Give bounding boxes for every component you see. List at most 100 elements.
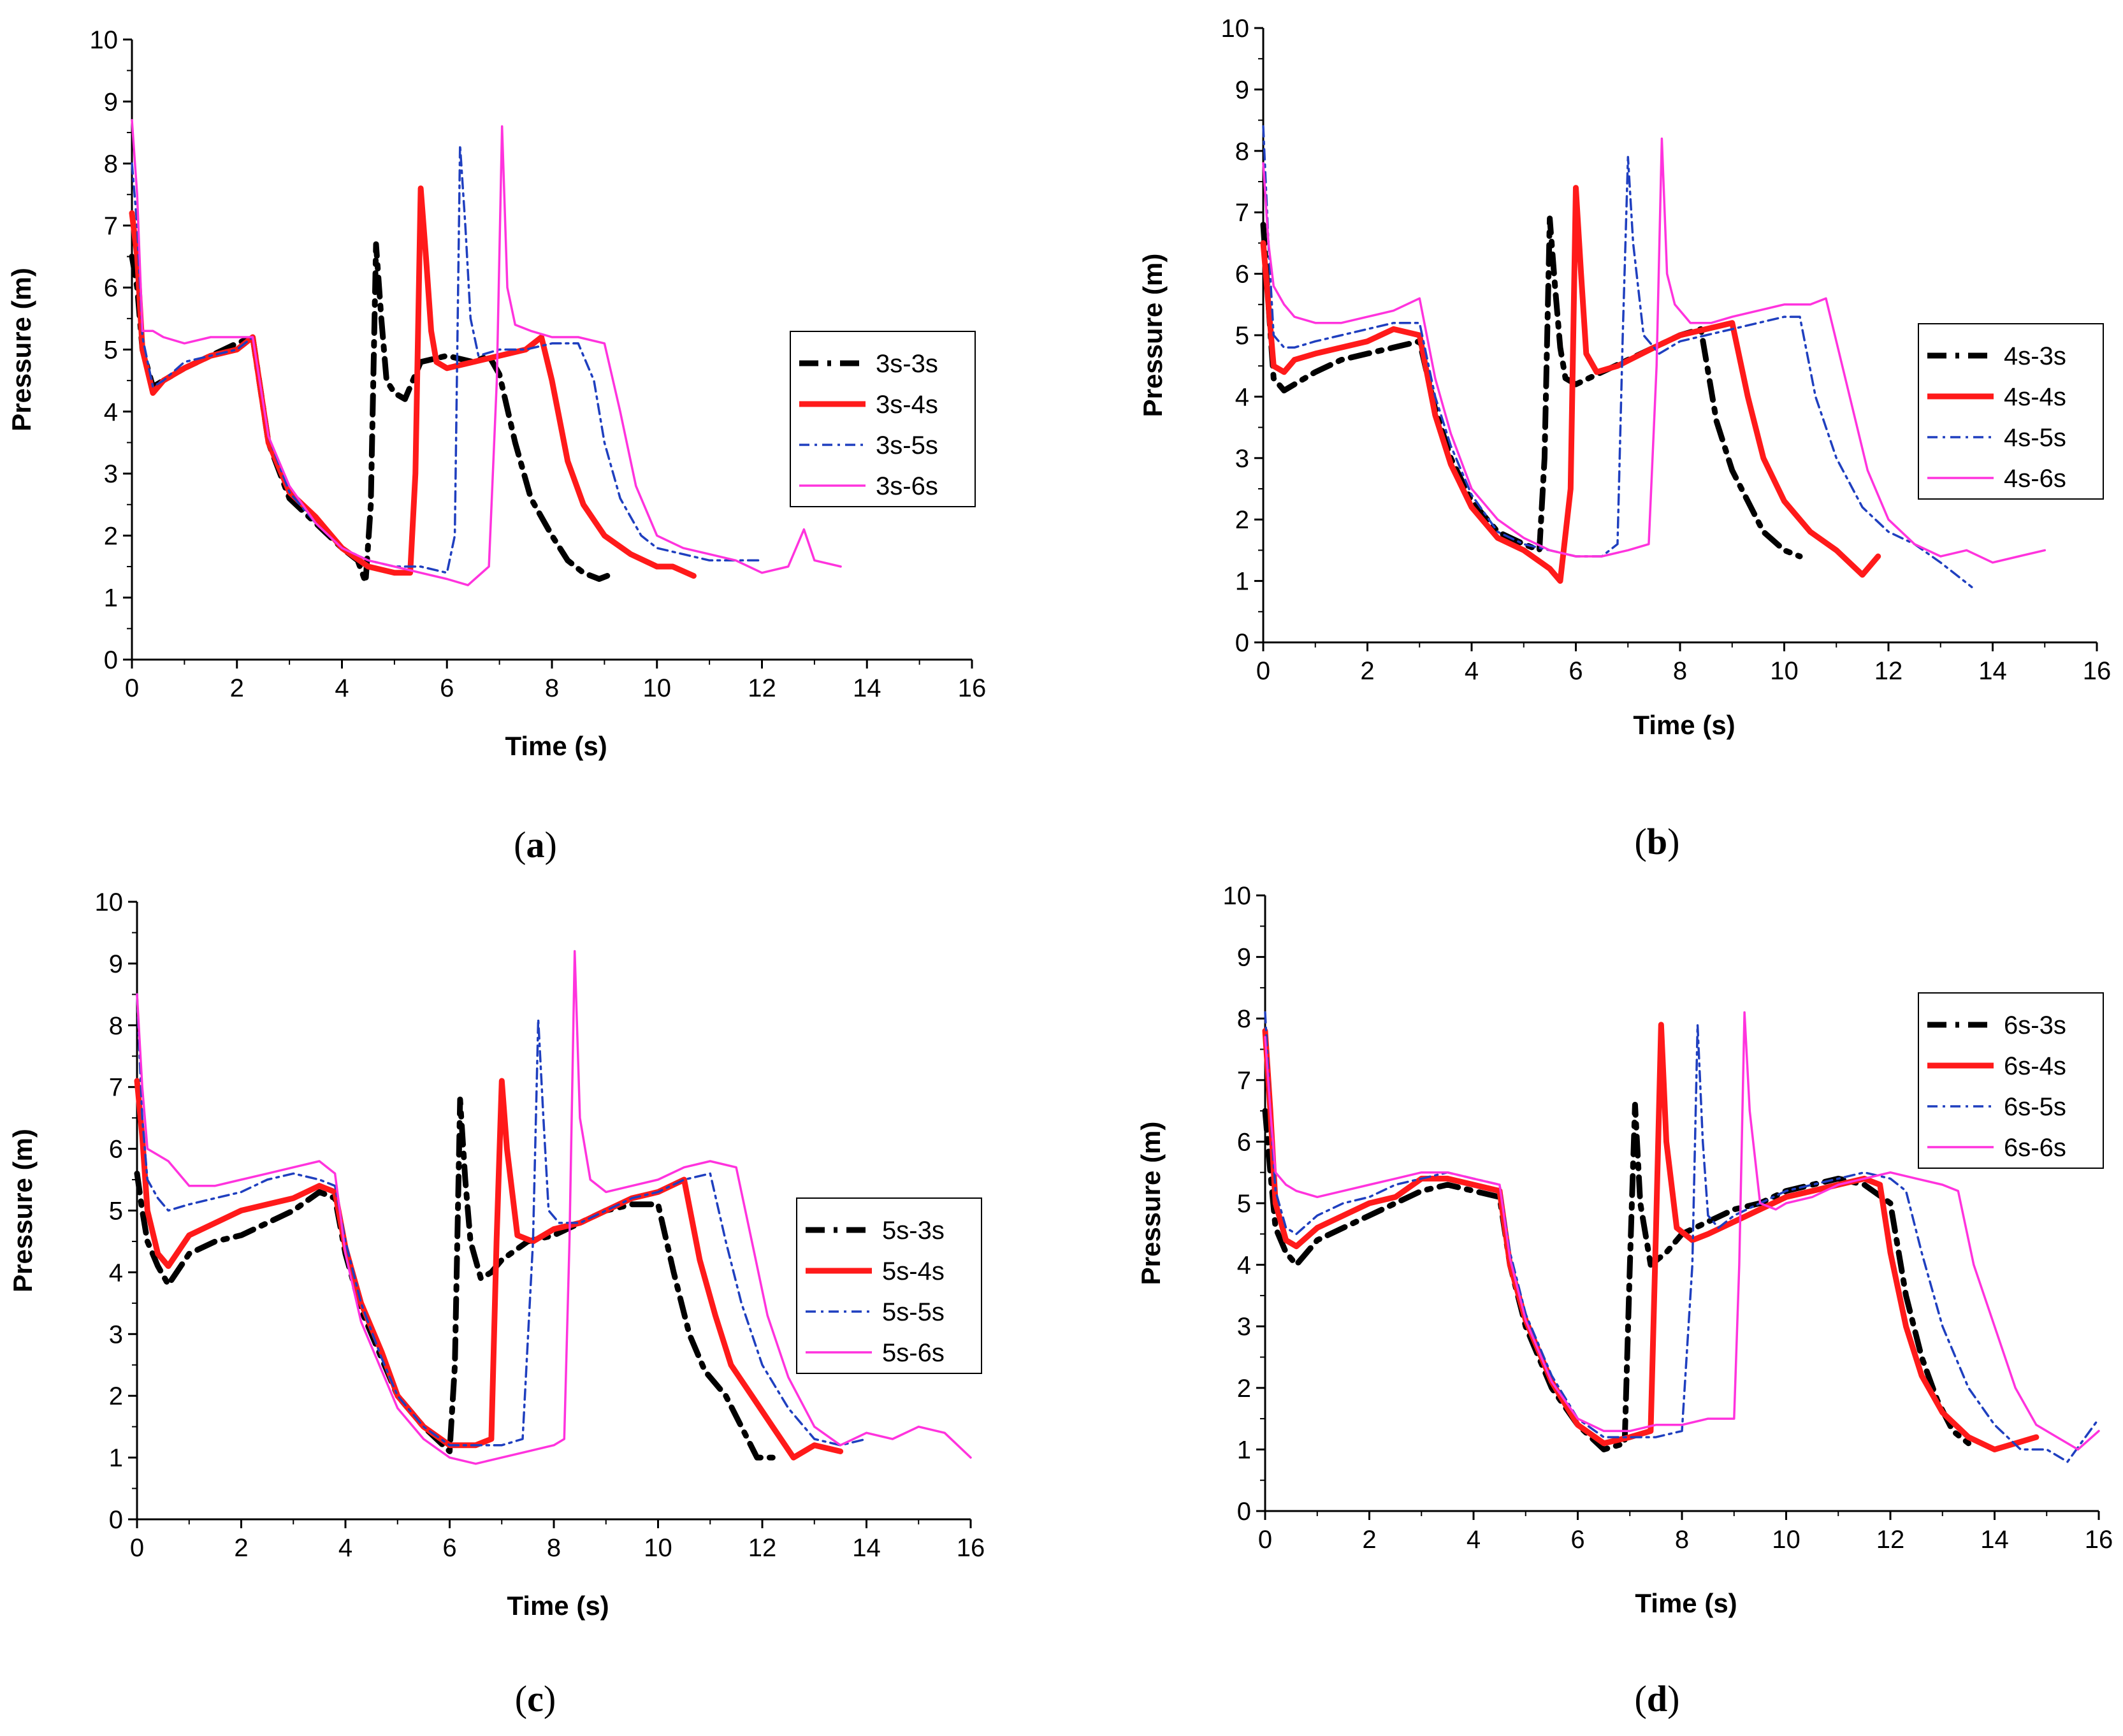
series-line-5s-3s — [134, 1096, 776, 1461]
legend-box — [796, 1197, 982, 1374]
legend: 4s-3s 4s-4s 4s-5s 4s-6s — [1918, 323, 2104, 500]
legend-label-4s-5s: 4s-5s — [2004, 424, 2066, 452]
legend-label-3s-5s: 3s-5s — [876, 431, 938, 459]
x-tick-label: 16 — [2083, 657, 2112, 685]
x-tick-label: 6 — [1570, 1526, 1584, 1554]
y-tick-label: 0 — [109, 1506, 123, 1534]
y-tick-label: 5 — [1237, 1190, 1251, 1218]
x-tick-label: 4 — [1465, 657, 1479, 685]
legend-box — [1918, 323, 2104, 500]
x-tick-label: 14 — [1980, 1526, 2009, 1554]
legend-label-5s-5s: 5s-5s — [882, 1298, 945, 1326]
y-tick-label: 5 — [109, 1197, 123, 1226]
x-tick-label: 0 — [1256, 657, 1270, 685]
y-axis-title: Pressure (m) — [1138, 254, 1168, 417]
legend-label-4s-3s: 4s-3s — [2004, 342, 2066, 370]
series-line-3s-4s — [129, 185, 697, 579]
y-tick-label: 5 — [104, 336, 118, 365]
legend-label-5s-3s: 5s-3s — [882, 1217, 945, 1245]
y-tick-label: 3 — [104, 460, 118, 488]
y-tick-label: 0 — [1237, 1498, 1251, 1526]
series-line-5s-6s — [136, 950, 972, 1465]
legend-label-6s-3s: 6s-3s — [2004, 1011, 2066, 1039]
series-line-3s-6s — [131, 119, 842, 586]
x-tick-label: 14 — [853, 674, 881, 702]
y-tick-label: 8 — [109, 1012, 123, 1040]
y-tick-label: 10 — [1223, 882, 1252, 910]
x-tick-label: 6 — [442, 1534, 456, 1562]
y-tick-label: 9 — [109, 950, 123, 978]
y-tick-label: 2 — [1235, 506, 1249, 534]
legend-label-4s-6s: 4s-6s — [2004, 465, 2066, 493]
x-tick-label: 10 — [643, 674, 672, 702]
x-tick-label: 2 — [234, 1534, 248, 1562]
y-axis-title: Pressure (m) — [1136, 1122, 1166, 1285]
y-tick-label: 1 — [1235, 568, 1249, 596]
y-tick-label: 8 — [1237, 1005, 1251, 1033]
legend-label-4s-4s: 4s-4s — [2004, 383, 2066, 411]
y-tick-label: 10 — [90, 26, 119, 54]
legend-label-5s-6s: 5s-6s — [882, 1339, 945, 1367]
x-tick-label: 12 — [1874, 657, 1903, 685]
legend: 3s-3s 3s-4s 3s-5s 3s-6s — [790, 331, 976, 507]
series-line-5s-5s — [136, 993, 868, 1447]
x-axis-title: Time (s) — [507, 1591, 609, 1621]
y-tick-label: 6 — [1235, 261, 1249, 289]
legend: 6s-3s 6s-4s 6s-5s 6s-6s — [1918, 992, 2104, 1169]
panel-label: (d) — [1635, 1678, 1680, 1719]
legend-box — [1918, 992, 2104, 1169]
y-tick-label: 9 — [1237, 944, 1251, 972]
series-line-4s-6s — [1262, 137, 2047, 564]
series-line-3s-5s — [131, 143, 764, 574]
y-tick-label: 2 — [109, 1382, 123, 1410]
y-tick-label: 6 — [109, 1136, 123, 1164]
x-tick-label: 16 — [957, 1534, 985, 1562]
legend-label-3s-4s: 3s-4s — [876, 391, 938, 419]
y-tick-label: 8 — [1235, 138, 1249, 166]
y-tick-label: 0 — [104, 646, 118, 674]
y-tick-label: 2 — [1237, 1375, 1251, 1403]
y-tick-label: 4 — [1237, 1252, 1251, 1280]
y-tick-label: 3 — [1237, 1313, 1251, 1341]
x-tick-label: 2 — [1360, 657, 1374, 685]
legend-label-6s-6s: 6s-6s — [2004, 1134, 2066, 1162]
y-tick-label: 9 — [104, 88, 118, 116]
x-tick-label: 8 — [547, 1534, 561, 1562]
legend-label-3s-6s: 3s-6s — [876, 472, 938, 500]
y-axis-title: Pressure (m) — [8, 1129, 38, 1292]
x-tick-label: 4 — [1467, 1526, 1481, 1554]
series-line-5s-4s — [134, 1078, 844, 1461]
x-tick-label: 14 — [1978, 657, 2007, 685]
x-tick-label: 16 — [958, 674, 987, 702]
x-tick-label: 2 — [230, 674, 244, 702]
legend-label-6s-4s: 6s-4s — [2004, 1052, 2066, 1080]
x-tick-label: 8 — [545, 674, 559, 702]
y-tick-label: 4 — [1235, 383, 1249, 411]
y-tick-label: 7 — [104, 212, 118, 240]
x-axis-title: Time (s) — [505, 731, 607, 761]
y-tick-label: 1 — [104, 584, 118, 612]
x-tick-label: 12 — [1876, 1526, 1905, 1554]
y-tick-label: 7 — [1237, 1067, 1251, 1095]
x-tick-label: 12 — [748, 674, 776, 702]
series-line-4s-5s — [1262, 125, 1973, 588]
series-line-6s-4s — [1262, 1022, 2040, 1452]
x-tick-label: 4 — [338, 1534, 352, 1562]
x-tick-label: 0 — [130, 1534, 144, 1562]
x-tick-label: 0 — [1258, 1526, 1272, 1554]
x-tick-label: 4 — [335, 674, 349, 702]
series-line-3s-3s — [129, 241, 618, 585]
x-tick-label: 8 — [1675, 1526, 1689, 1554]
x-tick-label: 8 — [1673, 657, 1687, 685]
y-tick-label: 10 — [1221, 15, 1250, 43]
x-axis-title: Time (s) — [1633, 710, 1735, 740]
y-tick-label: 6 — [1237, 1128, 1251, 1156]
x-tick-label: 0 — [125, 674, 139, 702]
x-tick-label: 16 — [2085, 1526, 2113, 1554]
x-tick-label: 14 — [852, 1534, 881, 1562]
series-line-6s-5s — [1264, 1011, 2100, 1463]
